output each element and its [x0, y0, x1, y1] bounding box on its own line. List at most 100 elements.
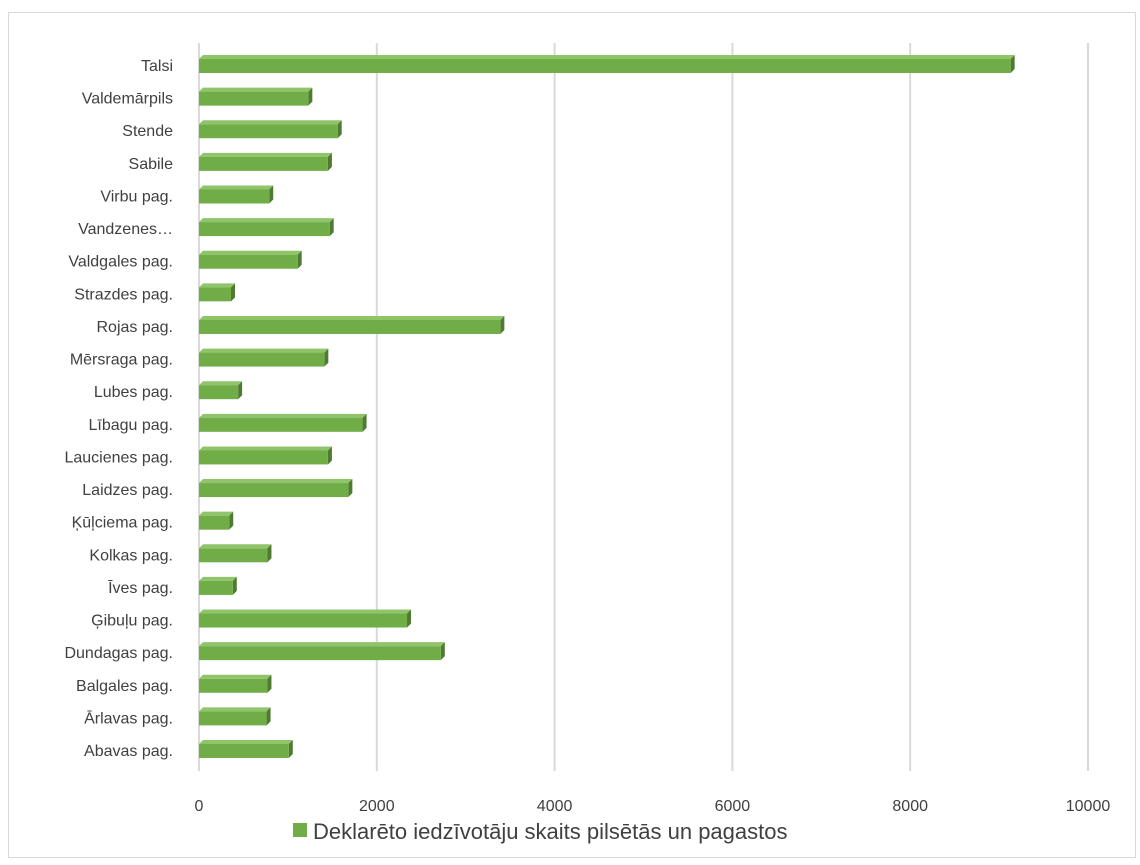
category-label: Valdgales pag.	[68, 254, 173, 271]
bar-top-face	[199, 740, 293, 745]
bar	[199, 250, 302, 269]
bar-side-face	[231, 283, 236, 302]
x-tick-label: 2000	[359, 798, 395, 815]
bar	[199, 544, 272, 563]
bar-top-face	[199, 185, 274, 190]
bar	[199, 642, 445, 661]
gridlines	[198, 43, 1089, 771]
bar-side-face	[362, 413, 367, 432]
bar-top-face	[199, 315, 505, 320]
category-label: Dundagas pag.	[64, 645, 173, 662]
bar-front-face	[199, 450, 328, 465]
bar-top-face	[199, 446, 332, 451]
category-label: Valdemārpils	[82, 91, 173, 108]
bars	[199, 55, 1015, 759]
bar-front-face	[199, 646, 441, 661]
x-tick-label: 8000	[892, 798, 928, 815]
bar	[199, 348, 329, 367]
bar-front-face	[199, 319, 501, 334]
legend-label: Deklarēto iedzīvotāju skaits pilsētās un…	[313, 819, 787, 844]
bar-front-face	[199, 156, 328, 171]
category-label: Talsi	[141, 58, 173, 75]
bar-side-face	[267, 544, 272, 563]
bar-front-face	[199, 59, 1011, 73]
category-label: Lubes pag.	[94, 384, 173, 401]
category-label: Ārlavas pag.	[84, 709, 173, 727]
category-label: Virbu pag.	[100, 188, 173, 205]
bar	[199, 576, 237, 595]
x-tick-label: 4000	[537, 798, 573, 815]
x-tick-label: 10000	[1066, 798, 1111, 815]
legend: Deklarēto iedzīvotāju skaits pilsētās un…	[293, 819, 787, 844]
category-label: Lībagu pag.	[88, 417, 173, 434]
bar	[199, 381, 243, 400]
bar-side-face	[308, 87, 313, 106]
category-label: Sabile	[129, 156, 174, 173]
bar-front-face	[199, 515, 230, 530]
bar-side-face	[269, 185, 274, 204]
bar-side-face	[440, 642, 445, 661]
category-label: Laucienes pag.	[64, 449, 173, 466]
bar	[199, 55, 1015, 73]
bar-top-face	[199, 250, 302, 255]
category-label: Rojas pag.	[97, 319, 174, 336]
x-axis-tick-labels: 0 2000 4000 6000 8000 10000	[195, 798, 1111, 815]
bar-front-face	[199, 352, 325, 367]
bar-top-face	[199, 609, 412, 614]
bar-top-face	[199, 674, 272, 679]
bar-front-face	[199, 711, 267, 726]
bar-front-face	[199, 613, 408, 628]
bar-front-face	[199, 744, 289, 759]
bar	[199, 218, 334, 237]
bar	[199, 609, 412, 628]
bar-front-face	[199, 548, 268, 563]
bar-side-face	[407, 609, 412, 628]
bar-front-face	[199, 222, 330, 237]
bar-front-face	[199, 483, 349, 498]
bar	[199, 511, 234, 530]
bar-top-face	[199, 348, 329, 353]
bar-top-face	[199, 152, 332, 157]
bar-front-face	[199, 417, 363, 432]
bar-top-face	[199, 544, 272, 549]
bar	[199, 446, 332, 465]
bar	[199, 283, 236, 302]
bar-side-face	[288, 740, 293, 759]
bar	[199, 185, 274, 204]
bar-front-face	[199, 385, 239, 400]
bar	[199, 152, 332, 171]
bar-front-face	[199, 124, 338, 139]
bar-front-face	[199, 678, 268, 693]
category-label: Kolkas pag.	[89, 547, 173, 564]
category-label: Stende	[122, 123, 173, 140]
bar-chart: Abavas pag. Ārlavas pag. Balgales pag. Dund…	[64, 43, 1111, 844]
bar-side-face	[267, 674, 272, 693]
bar-side-face	[500, 315, 505, 334]
bar-side-face	[238, 381, 243, 400]
bar-front-face	[199, 189, 270, 204]
bar	[199, 707, 271, 726]
bar-top-face	[199, 576, 237, 581]
bar-top-face	[199, 120, 342, 125]
bar-front-face	[199, 254, 298, 269]
bar	[199, 120, 342, 139]
bar-top-face	[199, 218, 334, 223]
category-label: Mērsraga pag.	[70, 352, 173, 369]
bar-front-face	[199, 91, 309, 106]
bar-side-face	[329, 218, 334, 237]
category-label: Īves pag.	[108, 579, 173, 597]
x-tick-label: 0	[195, 798, 204, 815]
category-label: Laidzes pag.	[82, 482, 173, 499]
category-labels: Abavas pag. Ārlavas pag. Balgales pag. Dund…	[64, 58, 173, 760]
bar-top-face	[199, 55, 1015, 59]
bar	[199, 315, 505, 334]
bar-side-face	[266, 707, 271, 726]
category-label: Strazdes pag.	[74, 286, 173, 303]
bar-side-face	[232, 576, 237, 595]
chart-frame: Abavas pag. Ārlavas pag. Balgales pag. Dund…	[8, 12, 1136, 858]
bar	[199, 740, 293, 759]
bar-side-face	[1010, 55, 1015, 73]
x-tick-label: 6000	[715, 798, 751, 815]
bar	[199, 87, 313, 106]
category-label: Ķūļciema pag.	[72, 515, 173, 532]
